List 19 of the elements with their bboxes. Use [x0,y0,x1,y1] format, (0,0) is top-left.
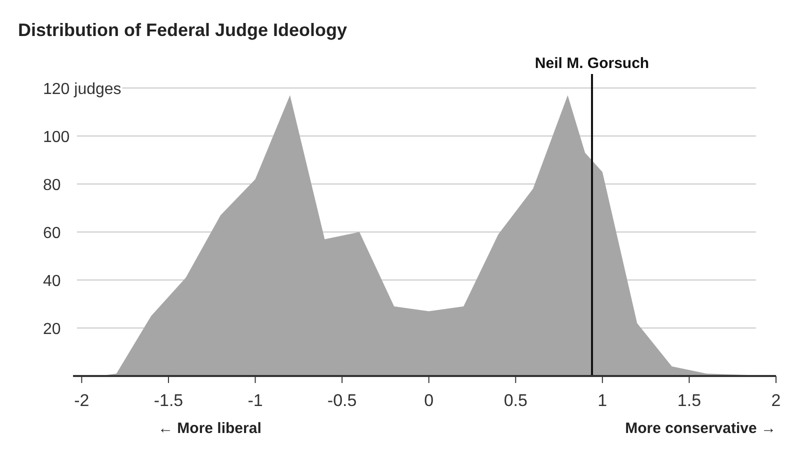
x-tick-label: -1 [248,391,263,410]
y-tick-label: 60 [43,225,61,242]
x-tick-label: 2 [771,391,781,410]
y-tick-label: 80 [43,177,61,194]
x-tick-label: -0.5 [327,391,357,410]
y-tick-label: 120 judges [43,81,122,98]
y-tick-label: 20 [43,321,61,338]
ref-line-label: Neil M. Gorsuch [534,55,650,72]
y-tick-label: 100 [43,129,70,146]
x-tick-label: 1.5 [677,391,702,410]
x-tick-label: 0 [424,391,434,410]
y-tick-label: 40 [43,273,61,290]
chart-title: Distribution of Federal Judge Ideology [18,20,348,40]
x-tick-label: -2 [74,391,90,410]
text: ← More liberal [158,420,262,437]
text: More conservative → [625,420,776,437]
x-tick-label: 0.5 [504,391,528,410]
x-tick-label: -1.5 [154,391,184,410]
x-tick-label: 1 [598,391,608,410]
